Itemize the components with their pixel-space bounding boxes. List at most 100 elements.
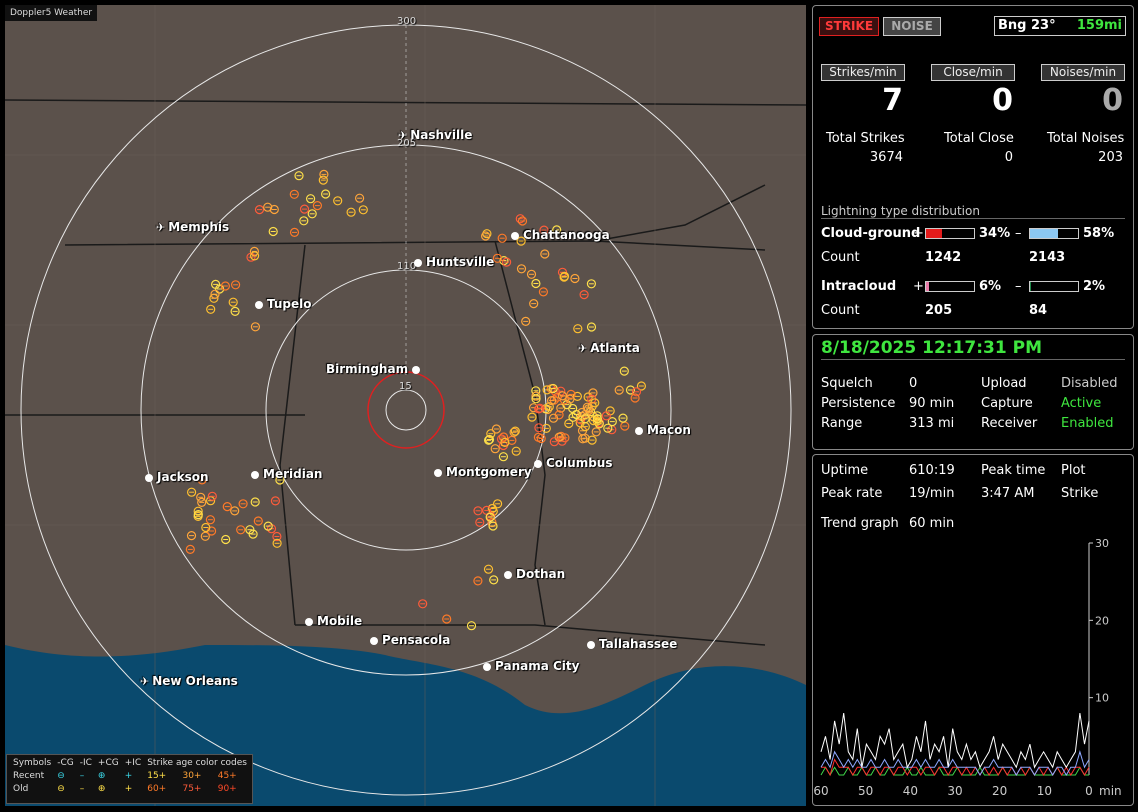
lightning-map[interactable]: Doppler5 Weather 300 205 110 15 ✈ Nashvil… — [5, 5, 806, 806]
strike-button[interactable]: STRIKE — [819, 17, 879, 36]
strike-symbol — [319, 169, 329, 179]
total-strikes-value: 3674 — [869, 150, 903, 165]
uptime-label: Uptime — [821, 463, 869, 478]
strike-symbol — [254, 205, 265, 215]
strike-symbol — [554, 432, 564, 442]
city-montgomery[interactable]: Montgomery — [434, 465, 532, 479]
city-panama-city[interactable]: Panama City — [483, 659, 579, 673]
city-dot-icon — [534, 460, 542, 468]
capture-value: Active — [1061, 396, 1102, 411]
city-chattanooga[interactable]: Chattanooga — [511, 228, 610, 242]
strike-symbol — [579, 290, 589, 300]
cg-minus-count: 2143 — [1029, 250, 1066, 265]
legend-symbols-label: Symbols — [13, 758, 52, 768]
strike-symbol — [250, 251, 260, 261]
strike-symbol — [619, 366, 629, 376]
noise-button[interactable]: NOISE — [883, 17, 941, 36]
city-new-orleans[interactable]: ✈ New Orleans — [140, 674, 238, 688]
strike-symbol — [490, 444, 500, 454]
trend-panel: Uptime 610:19 Peak time Plot Peak rate 1… — [812, 454, 1134, 806]
city-birmingham[interactable]: Birmingham — [326, 362, 421, 376]
strike-symbol — [220, 281, 230, 291]
strike-symbol — [516, 264, 527, 274]
strike-symbol — [583, 404, 594, 414]
city-meridian[interactable]: Meridian — [251, 467, 322, 481]
strike-symbol — [536, 433, 546, 444]
strike-symbol — [418, 599, 428, 609]
city-memphis[interactable]: ✈ Memphis — [156, 220, 230, 234]
city-jackson[interactable]: Jackson — [145, 470, 209, 484]
city-nashville[interactable]: ✈ Nashville — [398, 128, 473, 142]
strike-symbol — [588, 388, 598, 398]
strike-symbol — [201, 522, 211, 533]
strike-symbol — [573, 324, 583, 334]
strike-symbol — [210, 289, 220, 299]
strike-symbol — [306, 194, 316, 204]
upload-label: Upload — [981, 376, 1027, 391]
symbol-legend: Symbols -CG -IC +CG +IC Strike age color… — [6, 754, 253, 804]
city-pensacola[interactable]: Pensacola — [370, 633, 450, 647]
city-dot-icon — [370, 637, 378, 645]
strike-symbol — [601, 411, 611, 421]
cloud-ground-label: Cloud-ground — [821, 226, 921, 241]
age-75: 75+ — [182, 784, 202, 794]
strike-symbol — [269, 204, 279, 215]
strike-symbol — [270, 496, 280, 506]
strike-symbol — [318, 175, 328, 185]
peak-time-label: Peak time — [981, 463, 1046, 478]
city-tallahassee[interactable]: Tallahassee — [587, 637, 677, 651]
pos-ic-old-icon: + — [124, 784, 133, 794]
strike-symbol — [483, 564, 494, 574]
strikes-rate-value: 7 — [882, 83, 903, 118]
peak-rate-label: Peak rate — [821, 486, 883, 501]
strike-symbol — [546, 396, 557, 406]
strike-symbol — [636, 381, 647, 391]
close-rate-button[interactable]: Close/min — [931, 64, 1015, 81]
strike-symbol — [197, 497, 207, 507]
peak-rate-value: 19/min — [909, 486, 955, 501]
city-mobile[interactable]: Mobile — [305, 614, 362, 628]
cg-plus-pct: 34% — [979, 226, 1011, 241]
datetime-divider — [821, 359, 1125, 360]
city-dothan[interactable]: Dothan — [504, 567, 565, 581]
strike-symbol — [557, 391, 568, 401]
city-huntsville[interactable]: Huntsville — [414, 255, 494, 269]
legend-header-pos-ic: +IC — [124, 758, 142, 768]
strike-symbol — [500, 437, 510, 447]
city-columbus[interactable]: Columbus — [534, 456, 613, 470]
airport-icon: ✈ — [578, 342, 588, 355]
noises-rate-button[interactable]: Noises/min — [1041, 64, 1125, 81]
close-rate-value: 0 — [992, 83, 1013, 118]
strike-symbol — [549, 437, 559, 447]
squelch-label: Squelch — [821, 376, 873, 391]
strike-symbol — [250, 497, 260, 507]
strike-symbol — [272, 538, 282, 548]
strike-symbol — [488, 521, 498, 531]
city-dot-icon — [412, 366, 421, 374]
city-dot-icon — [414, 259, 422, 267]
strike-symbol — [253, 516, 263, 526]
strike-symbol — [535, 403, 545, 413]
strike-symbol — [566, 389, 576, 399]
strike-symbol — [591, 427, 601, 437]
strike-symbol — [491, 424, 501, 434]
strike-symbol — [548, 383, 558, 394]
ic-minus-bar — [1029, 281, 1079, 292]
city-tupelo[interactable]: Tupelo — [255, 297, 312, 311]
strikes-rate-button[interactable]: Strikes/min — [821, 64, 905, 81]
x-tick-label: 40 — [903, 784, 918, 798]
cg-minus-sign: – — [1015, 226, 1022, 241]
strike-symbol — [603, 423, 613, 433]
map-title: Doppler5 Weather — [5, 5, 98, 21]
city-macon[interactable]: Macon — [635, 423, 691, 437]
plot-value[interactable]: Strike — [1061, 486, 1099, 501]
range-value: 313 mi — [909, 416, 955, 431]
city-atlanta[interactable]: ✈ Atlanta — [578, 341, 640, 355]
strike-symbol — [187, 487, 197, 497]
strike-symbol — [346, 207, 356, 217]
strike-symbol — [263, 202, 273, 212]
receiver-value: Enabled — [1061, 416, 1114, 431]
strike-symbol — [268, 226, 278, 237]
airport-icon: ✈ — [398, 129, 408, 142]
ring-label-205: 205 — [397, 138, 417, 149]
